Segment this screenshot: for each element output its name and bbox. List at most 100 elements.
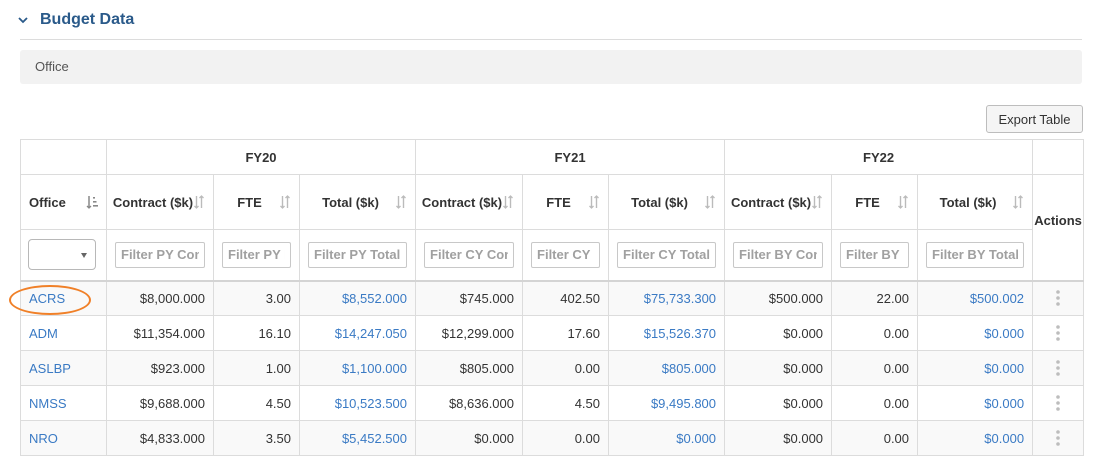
table-cell: 0.00 [831, 385, 919, 421]
table-cell: $0.000 [724, 385, 833, 421]
filter-cell [20, 229, 107, 282]
total-link-cell[interactable]: $500.002 [917, 280, 1034, 316]
column-header-fy20-total[interactable]: Total ($k) [298, 174, 417, 230]
column-header-label: Contract ($k) [112, 194, 194, 210]
office-link[interactable]: ACRS [20, 280, 107, 316]
actions-cell [1032, 350, 1084, 386]
column-header-fy20-contract[interactable]: Contract ($k) [106, 174, 214, 230]
sort-icon[interactable] [193, 195, 205, 209]
column-header-label: Office [29, 194, 66, 210]
filter-cell [917, 229, 1034, 282]
table-cell: $8,000.000 [106, 280, 214, 316]
kebab-menu-icon[interactable] [1056, 289, 1060, 307]
column-header-fy22-fte[interactable]: FTE [831, 174, 919, 230]
office-filter-banner[interactable]: Office [20, 50, 1082, 84]
table-cell: 0.00 [522, 350, 610, 386]
filter-by-fte-input[interactable] [840, 241, 910, 268]
kebab-menu-icon[interactable] [1056, 359, 1060, 377]
table-cell: $9,688.000 [106, 385, 214, 421]
total-link-cell[interactable]: $5,452.500 [298, 420, 417, 456]
filter-cell [213, 229, 300, 282]
actions-cell [1032, 280, 1084, 316]
column-header-fy22-total[interactable]: Total ($k) [917, 174, 1034, 230]
column-header-fy20-fte[interactable]: FTE [213, 174, 300, 230]
total-link-cell[interactable]: $9,495.800 [608, 385, 726, 421]
table-cell: $0.000 [415, 420, 524, 456]
column-header-office[interactable]: Office [20, 174, 107, 230]
sort-icon[interactable] [811, 195, 823, 209]
table-cell: 1.00 [213, 350, 300, 386]
table-cell: $0.000 [724, 315, 833, 351]
office-link[interactable]: NRO [20, 420, 107, 456]
column-header-label: Total ($k) [631, 194, 688, 210]
total-link-cell[interactable]: $0.000 [917, 315, 1034, 351]
table-cell: 4.50 [213, 385, 300, 421]
sort-icon[interactable] [502, 195, 514, 209]
total-link-cell[interactable]: $10,523.500 [298, 385, 417, 421]
actions-cell [1032, 315, 1084, 351]
filter-py-total-input[interactable] [308, 241, 408, 268]
table-cell: 16.10 [213, 315, 300, 351]
sort-icon[interactable] [588, 195, 600, 209]
section-header[interactable]: Budget Data [16, 8, 134, 32]
column-header-actions: Actions [1032, 174, 1084, 230]
table-cell: $0.000 [724, 420, 833, 456]
table-cell: 3.50 [213, 420, 300, 456]
table-cell: 0.00 [522, 420, 610, 456]
sort-icon[interactable] [897, 195, 909, 209]
header-spacer [1032, 139, 1084, 175]
filter-cy-total-input[interactable] [617, 241, 717, 268]
sort-icon[interactable] [1012, 195, 1024, 209]
column-header-fy21-fte[interactable]: FTE [522, 174, 610, 230]
filter-cell [831, 229, 919, 282]
total-link-cell[interactable]: $0.000 [917, 350, 1034, 386]
table-cell: 402.50 [522, 280, 610, 316]
kebab-menu-icon[interactable] [1056, 394, 1060, 412]
total-link-cell[interactable]: $805.000 [608, 350, 726, 386]
table-cell: $12,299.000 [415, 315, 524, 351]
filter-by-total-input[interactable] [926, 241, 1025, 268]
total-link-cell[interactable]: $15,526.370 [608, 315, 726, 351]
column-header-fy21-total[interactable]: Total ($k) [608, 174, 726, 230]
office-filter-select[interactable] [28, 239, 96, 271]
filter-cell [608, 229, 726, 282]
group-header-fy20: FY20 [105, 139, 417, 175]
total-link-cell[interactable]: $8,552.000 [298, 280, 417, 316]
kebab-menu-icon[interactable] [1056, 429, 1060, 447]
table-body: ACRS $8,000.000 3.00 $8,552.000 $745.000 402.… [20, 280, 1084, 456]
total-link-cell[interactable]: $14,247.050 [298, 315, 417, 351]
total-link-cell[interactable]: $75,733.300 [608, 280, 726, 316]
total-link-cell[interactable]: $0.000 [608, 420, 726, 456]
total-link-cell[interactable]: $1,100.000 [298, 350, 417, 386]
sort-icon[interactable] [704, 195, 716, 209]
chevron-down-icon[interactable] [16, 13, 30, 27]
total-link-cell[interactable]: $0.000 [917, 420, 1034, 456]
filter-cy-contract-input[interactable] [424, 241, 515, 268]
filter-by-contract-input[interactable] [733, 241, 824, 268]
sort-icon[interactable] [279, 195, 291, 209]
table-cell: $11,354.000 [106, 315, 214, 351]
sort-icon[interactable] [395, 195, 407, 209]
group-header-fy21: FY21 [415, 139, 726, 175]
kebab-menu-icon[interactable] [1056, 324, 1060, 342]
budget-table: FY20 FY21 FY22 Office Contract ($k) FTE … [20, 139, 1084, 456]
filter-py-contract-input[interactable] [115, 241, 205, 268]
budget-table-container: FY20 FY21 FY22 Office Contract ($k) FTE … [20, 139, 1084, 459]
table-cell: 22.00 [831, 280, 919, 316]
office-link[interactable]: NMSS [20, 385, 107, 421]
column-header-fy21-contract[interactable]: Contract ($k) [415, 174, 524, 230]
filter-cell [724, 229, 833, 282]
export-table-button[interactable]: Export Table [986, 105, 1083, 133]
column-header-fy22-contract[interactable]: Contract ($k) [724, 174, 833, 230]
filter-cy-fte-input[interactable] [531, 241, 601, 268]
actions-cell [1032, 385, 1084, 421]
actions-cell [1032, 420, 1084, 456]
sort-asc-icon[interactable] [86, 195, 98, 209]
office-link[interactable]: ADM [20, 315, 107, 351]
total-link-cell[interactable]: $0.000 [917, 385, 1034, 421]
office-link[interactable]: ASLBP [20, 350, 107, 386]
table-cell: $500.000 [724, 280, 833, 316]
column-header-label: Total ($k) [939, 194, 997, 210]
filter-py-fte-input[interactable] [222, 241, 291, 268]
table-row: NMSS $9,688.000 4.50 $10,523.500 $8,636.000 4… [20, 385, 1084, 421]
